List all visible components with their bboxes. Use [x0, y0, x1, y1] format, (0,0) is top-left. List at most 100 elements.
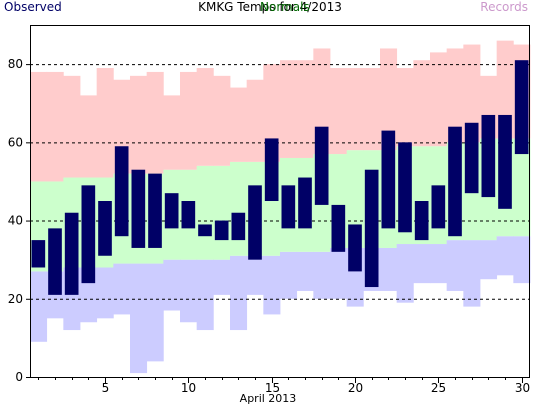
observed-bar-day-9	[164, 193, 179, 229]
observed-bar-day-25	[431, 185, 446, 229]
record-high-band-day-10	[180, 71, 198, 170]
record-low-band-day-14	[246, 255, 264, 295]
y-tick-label-60: 60	[8, 135, 23, 149]
x-tick-label-5: 5	[102, 381, 110, 395]
observed-bar-day-11	[198, 224, 212, 237]
observed-bar-day-23	[398, 142, 412, 233]
record-low-band-day-13	[230, 255, 248, 331]
record-low-band-day-12	[213, 259, 231, 295]
record-high-band-day-8	[146, 71, 164, 174]
record-high-band-day-15	[263, 64, 281, 162]
observed-bar-day-16	[281, 185, 296, 229]
normals-band-day-13	[230, 161, 248, 256]
observed-bar-day-4	[81, 185, 96, 284]
x-tick-label-20: 20	[348, 381, 363, 395]
record-high-band-day-1	[30, 71, 48, 182]
x-tick-label-10: 10	[181, 381, 196, 395]
record-low-band-day-11	[196, 259, 214, 331]
record-low-band-day-16	[280, 251, 298, 299]
observed-bar-day-10	[181, 201, 196, 229]
y-tick-label-20: 20	[8, 292, 23, 306]
observed-bar-day-17	[298, 177, 312, 229]
observed-bar-day-5	[98, 201, 112, 256]
record-high-band-day-27	[463, 44, 481, 143]
legend-records: Records	[480, 0, 528, 14]
x-tick-label-30: 30	[515, 381, 530, 395]
record-high-band-day-22	[380, 48, 398, 151]
record-low-band-day-1	[30, 271, 48, 342]
record-low-band-day-26	[446, 240, 464, 291]
record-high-band-day-24	[413, 60, 431, 147]
record-low-band-day-27	[463, 240, 481, 307]
observed-bar-day-27	[464, 122, 479, 194]
observed-bar-day-15	[264, 138, 279, 201]
record-low-band-day-7	[130, 263, 148, 374]
observed-bar-day-30	[514, 60, 529, 155]
record-low-band-day-9	[163, 259, 181, 311]
normals-band-day-12	[213, 165, 231, 260]
observed-bar-day-3	[64, 212, 79, 295]
plot-frame	[30, 25, 530, 378]
record-low-band-day-29	[496, 236, 514, 276]
record-low-band-day-15	[263, 255, 281, 315]
record-low-band-day-10	[180, 259, 198, 323]
record-low-band-day-25	[430, 244, 448, 284]
record-high-band-day-20	[346, 68, 364, 151]
record-low-band-day-17	[296, 251, 314, 291]
record-high-band-day-16	[280, 60, 298, 158]
normals-band-day-11	[196, 165, 214, 260]
observed-bar-day-24	[414, 201, 429, 241]
record-high-band-day-4	[80, 95, 98, 178]
record-low-band-day-19	[330, 247, 348, 299]
observed-bar-day-7	[131, 169, 146, 248]
y-tick-label-80: 80	[8, 57, 23, 71]
record-high-band-day-25	[430, 52, 448, 147]
y-tick-label-40: 40	[8, 214, 23, 228]
record-high-band-day-12	[213, 75, 231, 166]
x-tick-label-25: 25	[431, 381, 446, 395]
observed-bar-day-20	[348, 224, 362, 272]
observed-bar-day-13	[231, 212, 246, 241]
observed-bar-day-1	[31, 240, 46, 268]
record-high-band-day-14	[246, 79, 264, 162]
record-low-band-day-24	[413, 244, 431, 284]
record-high-band-day-13	[230, 87, 248, 162]
record-high-band-day-2	[46, 71, 64, 182]
record-low-band-day-23	[396, 244, 414, 303]
observed-bar-day-18	[314, 126, 329, 205]
record-high-band-day-11	[196, 68, 214, 166]
observed-bar-day-14	[248, 185, 262, 260]
record-high-band-day-5	[96, 68, 114, 178]
record-low-band-day-6	[113, 263, 131, 315]
record-high-band-day-19	[330, 68, 348, 155]
observed-bar-day-19	[331, 204, 346, 252]
record-high-band-day-9	[163, 95, 181, 170]
record-high-band-day-7	[130, 75, 148, 174]
record-high-band-day-26	[446, 48, 464, 143]
record-low-band-day-22	[380, 247, 398, 291]
record-high-band-day-23	[396, 68, 414, 147]
observed-bar-day-2	[48, 228, 62, 295]
record-low-band-day-8	[146, 263, 164, 362]
record-high-band-day-3	[63, 75, 81, 178]
observed-bar-day-29	[498, 114, 512, 209]
x-axis-label: April 2013	[240, 392, 297, 405]
record-low-band-day-5	[96, 267, 114, 319]
record-low-band-day-18	[313, 251, 331, 299]
observed-bar-day-12	[214, 220, 229, 241]
normals-band-day-20	[346, 150, 364, 248]
observed-bar-day-22	[381, 130, 396, 229]
normals-band-day-30	[513, 138, 531, 237]
record-high-band-day-21	[363, 68, 381, 151]
record-high-band-day-17	[296, 60, 314, 158]
record-low-band-day-30	[513, 236, 531, 284]
x-tick-label-15: 15	[265, 381, 280, 395]
observed-bar-day-21	[364, 169, 379, 288]
y-tick-label-0: 0	[15, 370, 23, 384]
observed-bar-day-26	[448, 126, 462, 237]
observed-bar-day-6	[114, 146, 129, 237]
record-low-band-day-28	[480, 240, 498, 280]
observed-bar-day-28	[481, 114, 496, 198]
observed-bar-day-8	[148, 173, 162, 248]
